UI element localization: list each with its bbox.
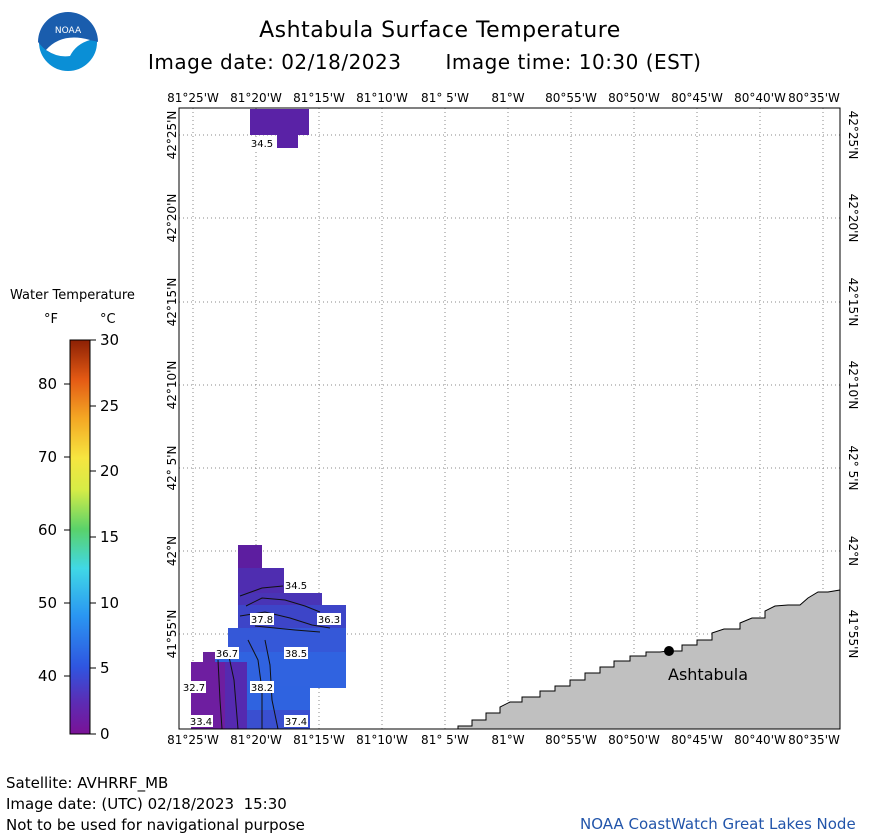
land-area — [457, 589, 841, 730]
lon-tick-label: 81°20'W — [230, 91, 282, 105]
lon-tick-label: 80°35'W — [788, 91, 840, 105]
lon-tick-label: 81°20'W — [230, 733, 282, 747]
lat-tick-label: 42°20'N — [846, 193, 860, 243]
legend-unit-f: °F — [44, 312, 58, 327]
city-marker-icon[interactable] — [664, 646, 674, 656]
lon-tick-label: 80°35'W — [788, 733, 840, 747]
lon-tick-label: 81°25'W — [167, 91, 219, 105]
lon-tick-label: 81°W — [491, 91, 525, 105]
svg-text:34.5: 34.5 — [285, 581, 307, 592]
utc-image-date: Image date: (UTC) 02/18/2023 15:30 — [6, 795, 287, 813]
lat-tick-label: 42°25'N — [846, 110, 860, 160]
lon-tick-label: 81°W — [491, 733, 525, 747]
lon-tick-label: 80°55'W — [545, 91, 597, 105]
svg-text:38.2: 38.2 — [251, 683, 273, 694]
lon-tick-label: 81°15'W — [293, 91, 345, 105]
contour-label: 33.4 — [189, 715, 213, 728]
lat-tick-label: 42°15'N — [846, 277, 860, 327]
legend-f-label: 70 — [38, 448, 58, 466]
contour-label: 34.5 — [284, 579, 308, 592]
svg-text:32.7: 32.7 — [183, 683, 205, 694]
lat-tick-label: 42°10'N — [165, 360, 179, 410]
lat-tick-label: 42°15'N — [165, 277, 179, 327]
lon-tick-label: 81°10'W — [356, 91, 408, 105]
image-time: Image time: 10:30 (EST) — [445, 50, 702, 74]
lon-tick-label: 81° 5'W — [421, 91, 469, 105]
legend-f-label: 60 — [38, 521, 58, 539]
legend-c-label: 0 — [100, 725, 110, 743]
lon-tick-label: 80°55'W — [545, 733, 597, 747]
lon-tick-label: 81° 5'W — [421, 733, 469, 747]
lon-tick-label: 80°45'W — [671, 91, 723, 105]
contour-label: 37.8 — [250, 613, 274, 626]
satellite-info: Satellite: AVHRRF_MB — [6, 774, 169, 792]
lat-tick-label: 42° 5'N — [165, 445, 179, 491]
legend-f-label: 80 — [38, 375, 58, 393]
legend-f-label: 40 — [38, 667, 58, 685]
contour-label: 38.2 — [250, 681, 274, 694]
svg-text:37.8: 37.8 — [251, 615, 273, 626]
image-date: Image date: 02/18/2023 — [148, 50, 402, 74]
credit-line: NOAA CoastWatch Great Lakes Node — [580, 815, 856, 833]
legend-c-label: 20 — [100, 462, 120, 480]
contour-label: 32.7 — [182, 681, 206, 694]
legend-title: Water Temperature — [10, 288, 135, 303]
lat-tick-label: 42°N — [165, 535, 179, 567]
contour-label: 36.7 — [215, 647, 239, 660]
lon-tick-label: 80°40'W — [734, 91, 786, 105]
legend-c-label: 5 — [100, 659, 110, 677]
svg-text:37.4: 37.4 — [285, 717, 307, 728]
lon-tick-label: 80°40'W — [734, 733, 786, 747]
contour-label: 38.5 — [284, 647, 308, 660]
temperature-color-bar — [69, 339, 91, 735]
contour-label: 34.5 — [250, 137, 274, 150]
map-frame — [178, 107, 841, 730]
city-label: Ashtabula — [668, 665, 748, 684]
lat-tick-label: 42°10'N — [846, 360, 860, 410]
lat-tick-label: 41°55'N — [846, 609, 860, 659]
lon-tick-label: 80°50'W — [608, 733, 660, 747]
lat-tick-label: 42° 5'N — [846, 445, 860, 491]
contour-label: 36.3 — [317, 613, 341, 626]
lat-tick-label: 42°25'N — [165, 110, 179, 160]
contour-label: 37.4 — [284, 715, 308, 728]
legend-c-label: 25 — [100, 397, 120, 415]
legend-f-label: 50 — [38, 594, 58, 612]
svg-text:36.7: 36.7 — [216, 649, 238, 660]
logo-text: NOAA — [55, 26, 82, 36]
lon-tick-label: 81°10'W — [356, 733, 408, 747]
legend-c-label: 10 — [100, 594, 120, 612]
lon-tick-label: 81°15'W — [293, 733, 345, 747]
sst-patches — [191, 109, 346, 729]
legend-unit-c: °C — [100, 312, 116, 327]
lon-tick-label: 81°25'W — [167, 733, 219, 747]
svg-text:38.5: 38.5 — [285, 649, 307, 660]
svg-text:34.5: 34.5 — [251, 139, 273, 150]
svg-text:36.3: 36.3 — [318, 615, 340, 626]
lat-tick-label: 42°N — [846, 535, 860, 567]
contour-label-group: 34.5 34.5 37.8 36.3 36.7 38.5 32.7 38.2 … — [182, 137, 341, 728]
navigation-disclaimer: Not to be used for navigational purpose — [6, 816, 305, 834]
lon-tick-label: 80°45'W — [671, 733, 723, 747]
noaa-logo: NOAA — [37, 11, 99, 73]
lat-tick-label: 41°55'N — [165, 609, 179, 659]
lon-tick-label: 80°50'W — [608, 91, 660, 105]
page-title: Ashtabula Surface Temperature — [259, 18, 621, 43]
seagull-icon — [46, 37, 90, 57]
image-datetime: Image date: 02/18/2023 Image time: 10:30 … — [148, 50, 701, 74]
legend-c-label: 30 — [100, 331, 120, 349]
svg-text:33.4: 33.4 — [190, 717, 212, 728]
legend-ticks — [64, 339, 96, 735]
lat-tick-label: 42°20'N — [165, 193, 179, 243]
legend-c-label: 15 — [100, 528, 120, 546]
